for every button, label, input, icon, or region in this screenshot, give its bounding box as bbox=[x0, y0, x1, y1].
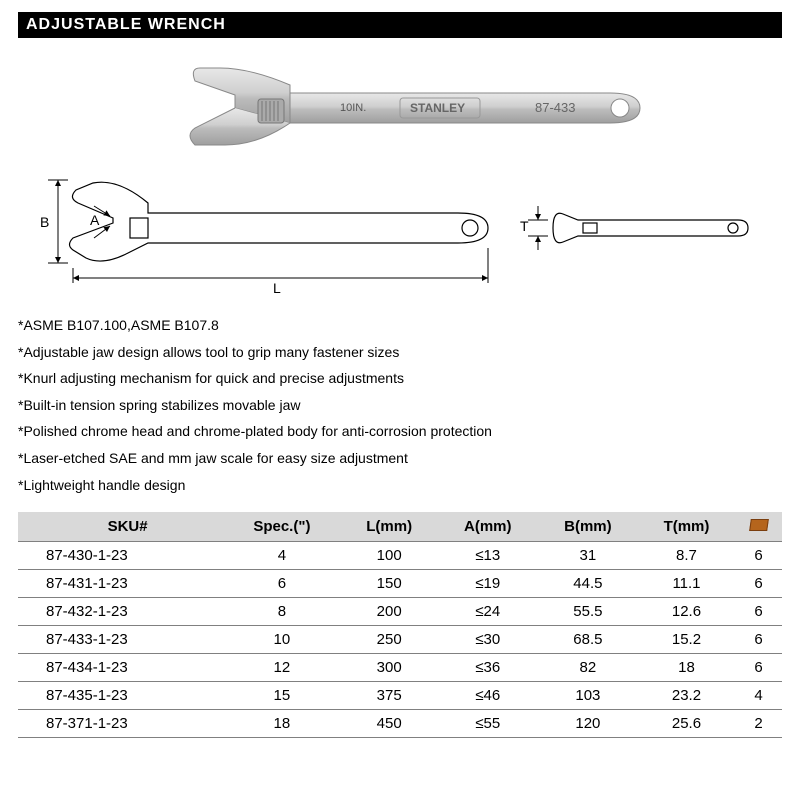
table-cell: 150 bbox=[341, 570, 438, 598]
table-cell: 25.6 bbox=[638, 710, 735, 738]
table-cell: 44.5 bbox=[538, 570, 638, 598]
table-cell: 6 bbox=[735, 626, 782, 654]
table-cell: 120 bbox=[538, 710, 638, 738]
table-cell: 87-433-1-23 bbox=[18, 626, 223, 654]
table-cell: 300 bbox=[341, 654, 438, 682]
table-row: 87-435-1-2315375≤4610323.24 bbox=[18, 682, 782, 710]
product-photo: 10IN. STANLEY 87-433 bbox=[18, 48, 782, 168]
hero-size-label: 10IN. bbox=[340, 102, 366, 114]
table-cell: ≤46 bbox=[438, 682, 538, 710]
table-cell: 103 bbox=[538, 682, 638, 710]
col-header: T(mm) bbox=[638, 512, 735, 542]
table-cell: 82 bbox=[538, 654, 638, 682]
table-cell: 250 bbox=[341, 626, 438, 654]
box-icon bbox=[749, 519, 769, 531]
table-cell: 8 bbox=[223, 598, 340, 626]
table-cell: ≤19 bbox=[438, 570, 538, 598]
feature-list: ASME B107.100,ASME B107.8Adjustable jaw … bbox=[18, 312, 782, 498]
dim-label-a: A bbox=[90, 212, 99, 228]
table-cell: 87-430-1-23 bbox=[18, 542, 223, 570]
table-cell: 6 bbox=[735, 598, 782, 626]
table-cell: 12.6 bbox=[638, 598, 735, 626]
table-row: 87-371-1-2318450≤5512025.62 bbox=[18, 710, 782, 738]
dimension-diagram: A B L T bbox=[18, 168, 782, 298]
table-cell: 6 bbox=[735, 654, 782, 682]
table-row: 87-432-1-238200≤2455.512.66 bbox=[18, 598, 782, 626]
table-cell: 15.2 bbox=[638, 626, 735, 654]
col-header: Spec.(") bbox=[223, 512, 340, 542]
col-header: A(mm) bbox=[438, 512, 538, 542]
hero-model: 87-433 bbox=[535, 100, 575, 115]
table-cell: 10 bbox=[223, 626, 340, 654]
table-cell: 18 bbox=[223, 710, 340, 738]
table-cell: 68.5 bbox=[538, 626, 638, 654]
table-row: 87-430-1-234100≤13318.76 bbox=[18, 542, 782, 570]
feature-item: Laser-etched SAE and mm jaw scale for ea… bbox=[18, 445, 782, 472]
table-cell: 87-431-1-23 bbox=[18, 570, 223, 598]
table-cell: 55.5 bbox=[538, 598, 638, 626]
table-cell: 87-371-1-23 bbox=[18, 710, 223, 738]
col-header: B(mm) bbox=[538, 512, 638, 542]
table-cell: ≤55 bbox=[438, 710, 538, 738]
table-row: 87-433-1-2310250≤3068.515.26 bbox=[18, 626, 782, 654]
feature-item: Built-in tension spring stabilizes movab… bbox=[18, 392, 782, 419]
col-header bbox=[735, 512, 782, 542]
table-cell: 375 bbox=[341, 682, 438, 710]
col-header: L(mm) bbox=[341, 512, 438, 542]
page-title: ADJUSTABLE WRENCH bbox=[18, 12, 782, 38]
table-cell: 23.2 bbox=[638, 682, 735, 710]
feature-item: Polished chrome head and chrome-plated b… bbox=[18, 418, 782, 445]
table-cell: ≤36 bbox=[438, 654, 538, 682]
feature-item: ASME B107.100,ASME B107.8 bbox=[18, 312, 782, 339]
table-cell: 4 bbox=[735, 682, 782, 710]
table-cell: 18 bbox=[638, 654, 735, 682]
dim-label-t: T bbox=[520, 218, 529, 234]
table-cell: 6 bbox=[735, 570, 782, 598]
table-cell: 87-435-1-23 bbox=[18, 682, 223, 710]
table-cell: 100 bbox=[341, 542, 438, 570]
table-cell: 31 bbox=[538, 542, 638, 570]
table-cell: 6 bbox=[735, 542, 782, 570]
table-cell: 87-432-1-23 bbox=[18, 598, 223, 626]
feature-item: Lightweight handle design bbox=[18, 472, 782, 499]
table-row: 87-431-1-236150≤1944.511.16 bbox=[18, 570, 782, 598]
table-cell: 450 bbox=[341, 710, 438, 738]
table-cell: 12 bbox=[223, 654, 340, 682]
col-header: SKU# bbox=[18, 512, 223, 542]
feature-item: Knurl adjusting mechanism for quick and … bbox=[18, 365, 782, 392]
table-cell: 200 bbox=[341, 598, 438, 626]
table-cell: 11.1 bbox=[638, 570, 735, 598]
table-cell: ≤24 bbox=[438, 598, 538, 626]
table-cell: 2 bbox=[735, 710, 782, 738]
spec-table: SKU#Spec.(")L(mm)A(mm)B(mm)T(mm) 87-430-… bbox=[18, 512, 782, 738]
table-row: 87-434-1-2312300≤3682186 bbox=[18, 654, 782, 682]
table-cell: ≤30 bbox=[438, 626, 538, 654]
table-cell: ≤13 bbox=[438, 542, 538, 570]
hero-brand: STANLEY bbox=[410, 101, 465, 115]
feature-item: Adjustable jaw design allows tool to gri… bbox=[18, 339, 782, 366]
table-cell: 87-434-1-23 bbox=[18, 654, 223, 682]
table-cell: 15 bbox=[223, 682, 340, 710]
dim-label-l: L bbox=[273, 280, 281, 296]
table-cell: 4 bbox=[223, 542, 340, 570]
table-cell: 8.7 bbox=[638, 542, 735, 570]
dim-label-b: B bbox=[40, 214, 49, 230]
table-cell: 6 bbox=[223, 570, 340, 598]
